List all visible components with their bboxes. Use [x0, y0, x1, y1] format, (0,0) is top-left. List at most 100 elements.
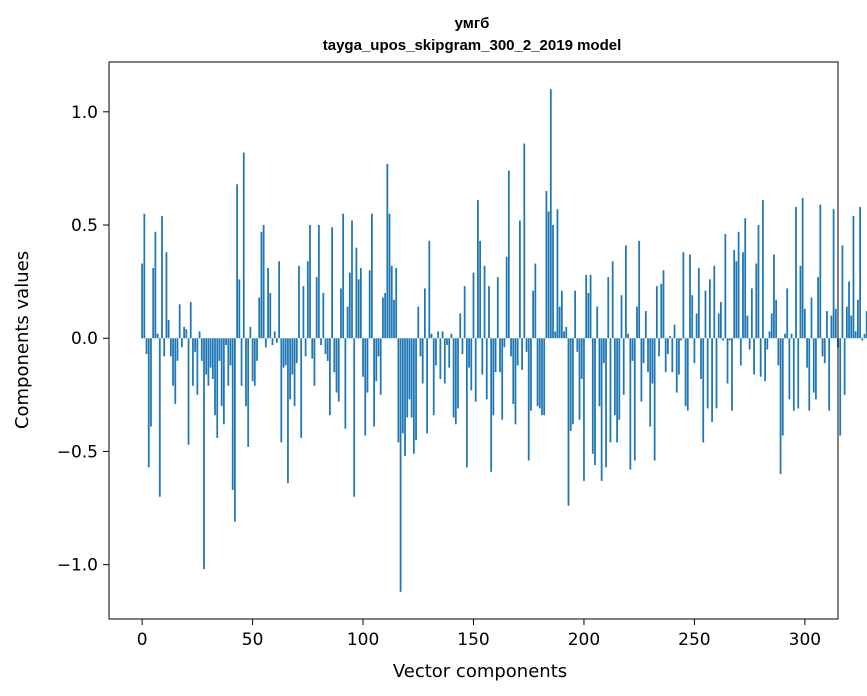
bar-314	[834, 308, 837, 339]
bar-312	[830, 315, 833, 339]
bar-146	[463, 286, 466, 339]
bar-232	[653, 338, 656, 461]
bar-24	[194, 338, 197, 352]
x-tick-label: 0	[137, 630, 148, 650]
bar-90	[340, 288, 342, 339]
bar-251	[695, 313, 698, 339]
bar-71	[298, 265, 300, 339]
bar-243	[678, 338, 680, 375]
bar-103	[368, 270, 371, 339]
bar-123	[412, 338, 415, 454]
bar-253	[700, 338, 702, 379]
bar-74	[304, 338, 307, 357]
bar-293	[788, 338, 791, 400]
bar-132	[432, 338, 435, 416]
bar-129	[426, 338, 428, 434]
bar-116	[397, 338, 400, 443]
bar-208	[600, 338, 603, 481]
bar-256	[706, 338, 709, 409]
bar-154	[481, 338, 484, 375]
bar-78	[313, 338, 316, 386]
bar-14	[172, 338, 174, 386]
bar-322	[852, 215, 855, 339]
bar-246	[684, 338, 687, 407]
bar-119	[404, 338, 406, 456]
bar-213	[611, 261, 614, 339]
bar-250	[693, 338, 696, 364]
bar-60	[273, 331, 276, 339]
bar-127	[421, 338, 424, 384]
bar-233	[655, 286, 658, 339]
bar-56	[264, 338, 267, 348]
bar-2	[145, 338, 148, 355]
bar-155	[483, 265, 486, 339]
bar-76	[309, 225, 311, 339]
bar-79	[315, 277, 318, 339]
bar-221	[629, 338, 632, 470]
x-tick-label: 50	[242, 630, 264, 650]
bar-50	[251, 338, 254, 382]
bar-222	[631, 338, 634, 361]
bar-261	[717, 313, 720, 339]
bar-149	[470, 338, 473, 391]
bar-83	[324, 338, 327, 355]
bar-11	[165, 252, 168, 339]
bar-72	[300, 338, 303, 438]
bar-266	[728, 338, 731, 341]
bar-296	[795, 206, 797, 339]
bar-15	[174, 338, 177, 404]
bar-8	[158, 338, 161, 497]
bar-62	[278, 261, 280, 339]
bar-228	[644, 311, 647, 339]
bar-211	[607, 277, 610, 339]
bar-200	[583, 338, 585, 481]
bar-190	[560, 290, 563, 339]
bar-249	[691, 295, 694, 339]
bar-224	[636, 306, 638, 339]
bar-164	[503, 338, 506, 348]
bar-134	[437, 331, 440, 339]
bar-1	[143, 213, 146, 339]
bar-268	[733, 249, 736, 339]
bar-217	[620, 295, 623, 339]
bar-265	[726, 338, 729, 384]
bar-310	[826, 311, 828, 339]
bar-9	[161, 215, 163, 339]
bar-184	[547, 211, 550, 339]
bar-229	[647, 338, 649, 373]
bar-131	[430, 333, 433, 339]
bar-274	[746, 315, 749, 339]
bar-120	[406, 338, 409, 418]
bar-148	[468, 338, 470, 368]
bar-19	[183, 326, 185, 339]
bar-168	[512, 338, 515, 404]
bar-106	[375, 338, 378, 382]
bar-193	[567, 338, 570, 506]
bar-89	[337, 338, 340, 402]
bar-170	[516, 338, 519, 366]
bar-101	[364, 338, 367, 436]
bar-215	[616, 338, 618, 443]
bar-153	[479, 240, 482, 339]
bar-152	[477, 200, 479, 339]
bar-67	[289, 338, 292, 400]
bar-55	[262, 225, 265, 339]
bar-216	[618, 338, 621, 420]
bar-75	[306, 261, 309, 339]
bar-189	[558, 306, 561, 339]
bar-147	[465, 338, 468, 468]
bar-326	[861, 338, 864, 341]
bar-192	[565, 326, 568, 339]
bar-275	[748, 338, 751, 350]
chart-subtitle: tayga_upos_skipgram_300_2_2019 model	[323, 37, 622, 54]
bar-272	[742, 252, 744, 339]
bar-290	[781, 338, 784, 436]
bar-26	[198, 331, 201, 339]
bar-209	[602, 338, 605, 364]
bar-36	[220, 338, 223, 407]
bar-263	[722, 338, 725, 341]
bar-244	[680, 338, 683, 341]
bar-112	[388, 213, 391, 339]
bar-220	[627, 333, 630, 339]
bar-321	[850, 315, 853, 339]
